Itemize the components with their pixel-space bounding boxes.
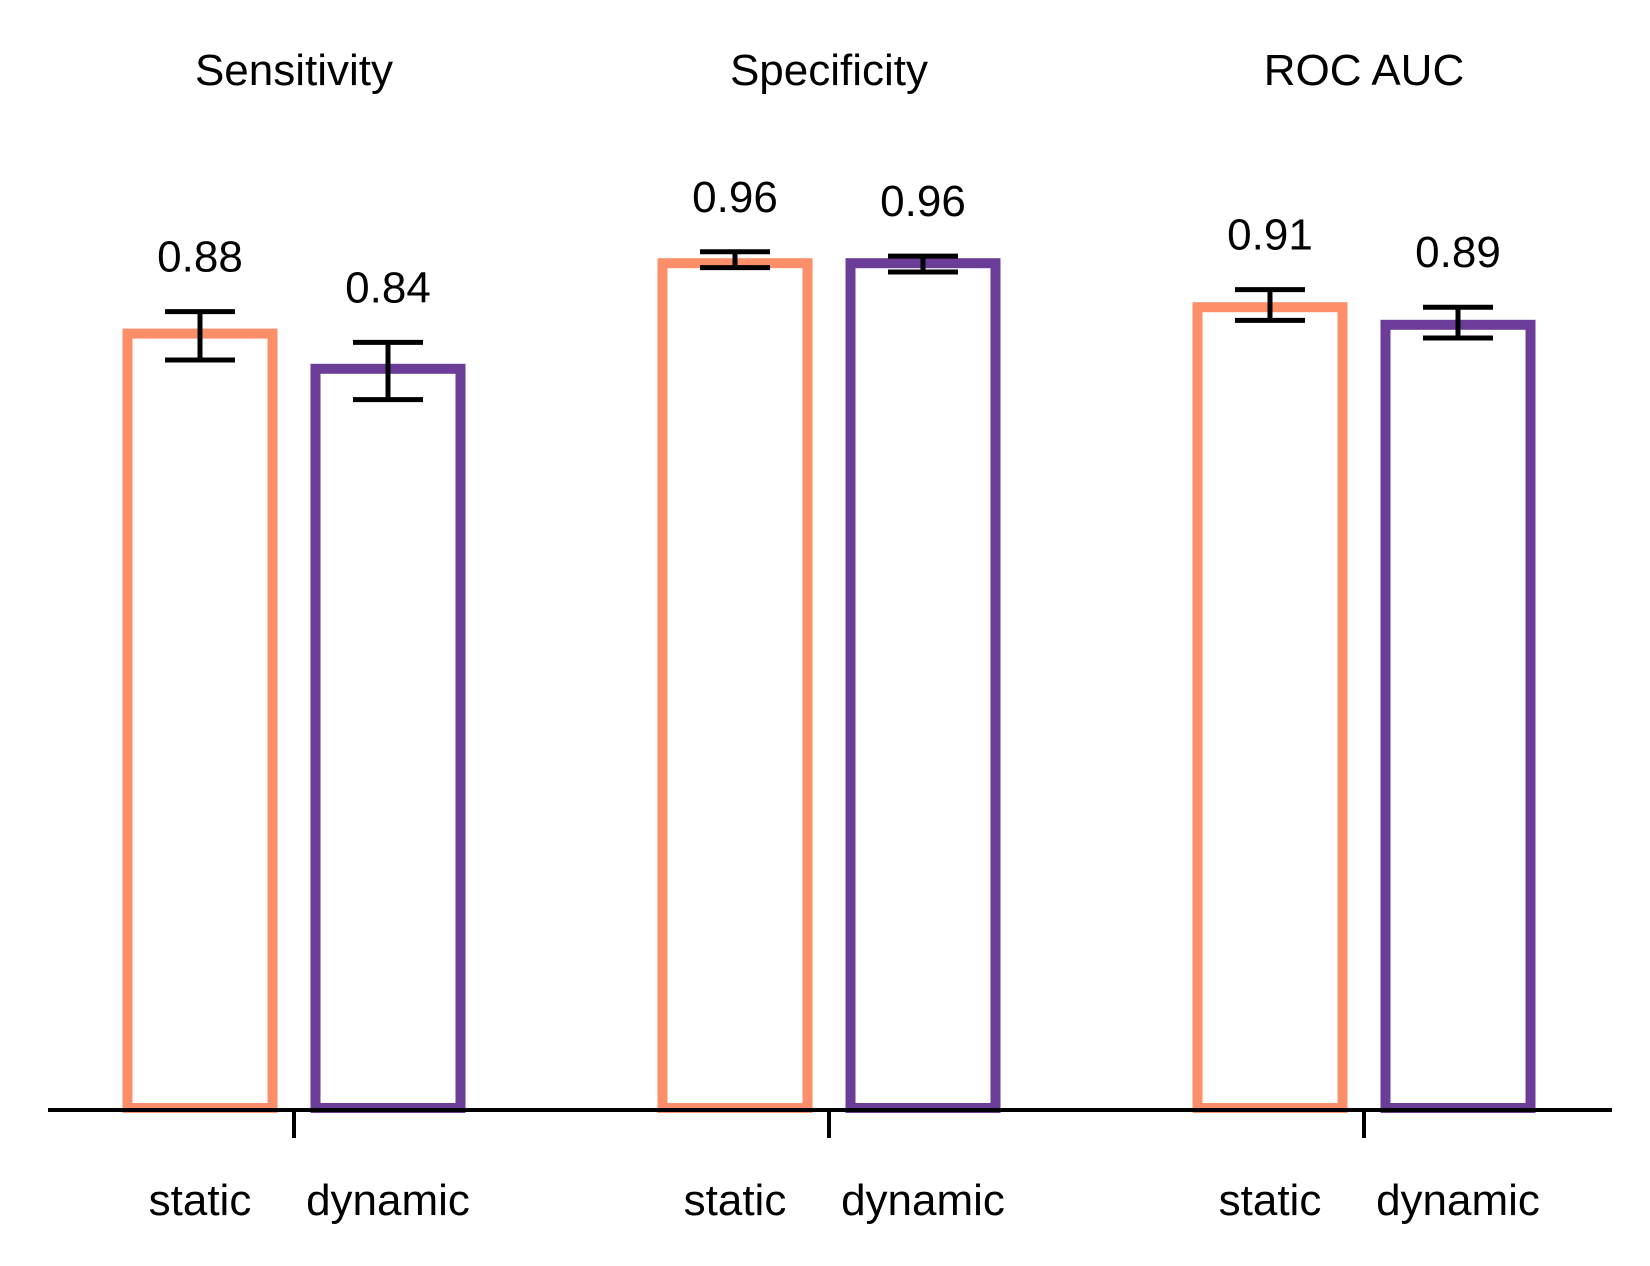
error-bar <box>700 249 770 271</box>
chart-panels: Sensitivity0.88static0.84dynamicSpecific… <box>122 46 1540 1225</box>
error-bar <box>888 253 958 275</box>
bar-dynamic <box>310 363 466 1113</box>
value-label: 0.84 <box>345 263 431 312</box>
x-tick-label-static: static <box>684 1176 787 1225</box>
panel-title: Specificity <box>730 46 928 95</box>
bar-dynamic <box>845 258 1001 1113</box>
x-tick-label-static: static <box>1219 1176 1322 1225</box>
value-label: 0.88 <box>157 233 243 282</box>
value-label: 0.89 <box>1415 228 1501 277</box>
error-bar <box>1423 304 1493 341</box>
x-tick-label-dynamic: dynamic <box>1376 1176 1540 1225</box>
panel-title: ROC AUC <box>1264 46 1464 95</box>
bar-static <box>1192 302 1348 1113</box>
x-tick-label-dynamic: dynamic <box>841 1176 1005 1225</box>
panel-sensitivity: Sensitivity 0.88 static 0.84 dynamic <box>122 46 470 1225</box>
bar-dynamic <box>1380 319 1536 1113</box>
x-tick-label-static: static <box>149 1176 252 1225</box>
bar-static <box>122 328 278 1114</box>
value-label: 0.96 <box>692 173 778 222</box>
panel-roc-auc: ROC AUC 0.91 static 0.89 dynamic <box>1192 46 1540 1225</box>
error-bar <box>165 309 235 363</box>
value-label: 0.91 <box>1227 211 1313 260</box>
error-bar <box>353 339 423 403</box>
value-label: 0.96 <box>880 177 966 226</box>
x-tick-label-dynamic: dynamic <box>306 1176 470 1225</box>
panel-specificity: Specificity 0.96 static 0.96 dynamic <box>657 46 1005 1225</box>
panel-title: Sensitivity <box>195 46 393 95</box>
bar-static <box>657 258 813 1113</box>
error-bar <box>1235 287 1305 323</box>
